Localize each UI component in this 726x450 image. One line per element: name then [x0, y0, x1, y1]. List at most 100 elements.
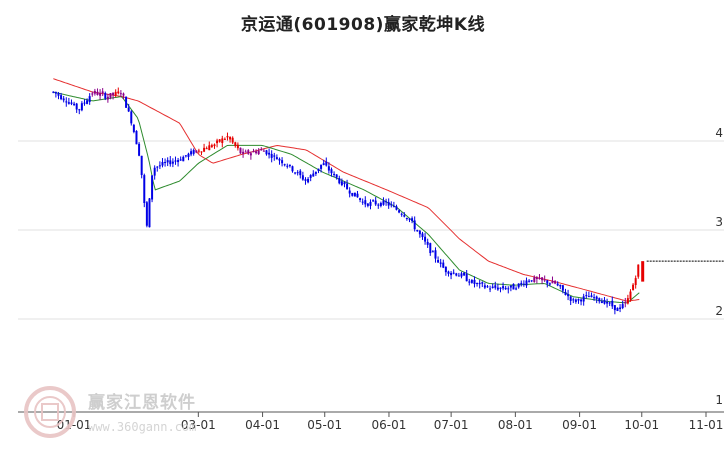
- candle-body-184: [530, 280, 533, 282]
- candle-body-20: [104, 93, 107, 99]
- candle-body-33: [138, 143, 141, 156]
- candle-body-45: [169, 160, 172, 165]
- candle-body-116: [353, 192, 356, 197]
- candle-body-196: [561, 285, 564, 291]
- candle-body-85: [273, 155, 276, 157]
- candle-body-130: [390, 204, 393, 206]
- candle-body-140: [416, 230, 419, 232]
- candle-body-4: [62, 98, 65, 101]
- candle-body-224: [634, 278, 637, 286]
- candle-body-1: [54, 91, 57, 94]
- candle-body-108: [333, 173, 336, 175]
- candle-body-12: [83, 102, 86, 104]
- candle-body-124: [374, 200, 377, 205]
- candle-body-121: [366, 203, 369, 206]
- candle-body-201: [574, 299, 577, 302]
- candle-body-103: [320, 164, 323, 169]
- candle-body-0: [52, 91, 55, 93]
- candle-body-23: [112, 92, 115, 95]
- candle-body-191: [548, 283, 551, 285]
- candle-body-75: [247, 150, 250, 154]
- candle-body-151: [444, 266, 447, 273]
- candle-body-199: [569, 296, 572, 301]
- candle-body-35: [143, 175, 146, 204]
- candle-body-133: [398, 210, 401, 213]
- x-tick-label-06-01: 06-01: [372, 418, 407, 432]
- y-tick-label-1: 1: [715, 393, 723, 407]
- candle-body-82: [265, 150, 268, 155]
- candle-body-200: [572, 299, 575, 301]
- candle-body-89: [283, 164, 286, 166]
- candle-body-95: [299, 170, 302, 176]
- candle-body-106: [327, 166, 330, 171]
- candle-body-39: [153, 167, 156, 176]
- candle-body-99: [309, 175, 312, 178]
- candle-body-219: [621, 304, 624, 309]
- candle-body-115: [351, 192, 354, 196]
- candle-body-126: [379, 203, 382, 206]
- candle-body-88: [281, 160, 284, 164]
- candle-body-59: [205, 148, 208, 150]
- candle-body-128: [385, 201, 388, 203]
- candlestick-series: [52, 87, 724, 315]
- watermark-logo-icon: [24, 386, 76, 438]
- candle-body-222: [629, 291, 632, 300]
- candle-body-223: [632, 284, 635, 291]
- candle-body-149: [439, 262, 442, 264]
- candle-body-208: [593, 297, 596, 299]
- candle-body-131: [392, 206, 395, 208]
- candle-body-197: [564, 291, 567, 295]
- candle-body-166: [483, 285, 486, 288]
- grid-lines: [18, 140, 724, 320]
- candle-body-122: [369, 201, 372, 206]
- candle-body-147: [434, 250, 437, 259]
- x-tick-label-03-01: 03-01: [181, 418, 216, 432]
- candle-body-120: [364, 200, 367, 205]
- candle-body-62: [213, 144, 216, 147]
- candle-body-172: [499, 287, 502, 289]
- candle-body-164: [478, 282, 481, 285]
- candle-body-142: [421, 233, 424, 238]
- candle-body-179: [517, 283, 520, 288]
- candle-body-104: [322, 163, 325, 165]
- candle-body-3: [60, 95, 63, 100]
- candle-body-177: [512, 283, 515, 290]
- watermark-name: 赢家江恩软件: [88, 393, 196, 413]
- watermark: 赢家江恩软件 www.360gann.com: [20, 382, 230, 442]
- candle-body-105: [325, 161, 328, 166]
- candle-body-92: [291, 166, 294, 172]
- candle-body-94: [296, 172, 299, 174]
- candle-body-86: [275, 157, 278, 160]
- candle-body-163: [476, 282, 479, 284]
- candle-body-56: [197, 150, 200, 152]
- candle-body-41: [158, 165, 161, 167]
- candle-body-183: [528, 280, 531, 282]
- candle-body-146: [431, 251, 434, 253]
- candle-body-207: [590, 295, 593, 298]
- candle-body-190: [546, 280, 549, 284]
- candle-body-67: [226, 136, 229, 138]
- y-axis: 1 2 3 4: [715, 126, 723, 407]
- candle-body-18: [99, 92, 102, 96]
- candle-body-84: [270, 153, 273, 158]
- candle-body-51: [184, 155, 187, 157]
- candle-body-165: [481, 282, 484, 284]
- candle-body-204: [582, 296, 585, 302]
- x-tick-label-11-01: 11-01: [689, 418, 724, 432]
- candle-body-66: [223, 138, 226, 140]
- candle-body-113: [346, 183, 349, 190]
- candle-body-159: [465, 273, 468, 282]
- candle-body-93: [294, 172, 297, 174]
- candle-body-7: [70, 102, 73, 104]
- candle-body-215: [611, 300, 614, 307]
- candle-body-220: [624, 302, 627, 304]
- candle-body-63: [216, 140, 219, 144]
- watermark-url: www.360gann.com: [88, 420, 197, 434]
- candle-body-135: [403, 215, 406, 217]
- candle-body-102: [317, 168, 320, 171]
- candle-body-144: [426, 241, 429, 245]
- candle-body-125: [377, 204, 380, 206]
- candle-body-38: [151, 175, 154, 200]
- candle-body-210: [598, 298, 601, 302]
- candle-body-107: [330, 169, 333, 174]
